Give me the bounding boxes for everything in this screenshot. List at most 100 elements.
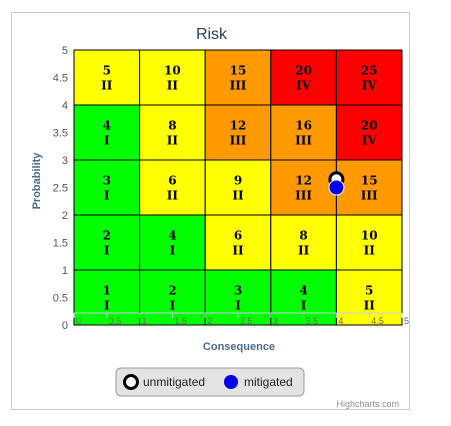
x-tick-label: 2.5 bbox=[240, 316, 253, 326]
risk-cell-score: 5 bbox=[365, 284, 373, 298]
risk-cell-level: I bbox=[104, 134, 110, 148]
y-tick-label: 4.5 bbox=[53, 73, 68, 85]
risk-cell-score: 3 bbox=[103, 174, 111, 188]
risk-cell-level: II bbox=[167, 134, 179, 148]
risk-cell-score: 12 bbox=[295, 174, 312, 188]
risk-cell-level: I bbox=[104, 244, 110, 258]
risk-cell-fill bbox=[270, 159, 337, 216]
risk-cell-fill bbox=[270, 214, 337, 271]
risk-cell-score: 6 bbox=[168, 174, 176, 188]
risk-cell-level: III bbox=[295, 134, 312, 148]
risk-cell-level: I bbox=[104, 299, 110, 313]
legend-item-mitigated[interactable]: mitigated bbox=[224, 375, 293, 389]
risk-cell-score: 10 bbox=[164, 64, 181, 78]
risk-cell-level: IV bbox=[362, 79, 378, 93]
x-tick-label: 1.5 bbox=[174, 316, 187, 326]
y-tick-label: 0.5 bbox=[53, 293, 68, 305]
risk-cell-score: 2 bbox=[168, 284, 176, 298]
y-tick-label: 4 bbox=[62, 100, 68, 112]
risk-cell-level: II bbox=[167, 79, 179, 93]
risk-cell-fill bbox=[270, 104, 337, 161]
risk-cell-score: 5 bbox=[103, 64, 111, 78]
chart-title: Risk bbox=[196, 26, 228, 43]
risk-cell-level: I bbox=[235, 299, 241, 313]
y-tick-label: 1.5 bbox=[53, 238, 68, 250]
risk-cell-score: 16 bbox=[295, 119, 312, 133]
mitigated-point[interactable] bbox=[328, 179, 345, 196]
risk-cell-fill bbox=[270, 49, 337, 106]
x-axis-title: Consequence bbox=[203, 341, 275, 353]
risk-cell-score: 12 bbox=[230, 119, 247, 133]
risk-cell-level: II bbox=[232, 244, 244, 258]
y-tick-label: 3.5 bbox=[53, 128, 68, 140]
risk-cell-score: 4 bbox=[103, 119, 111, 133]
risk-cell-score: 10 bbox=[361, 229, 378, 243]
risk-cell-level: III bbox=[230, 79, 247, 93]
risk-cell: 6II bbox=[204, 214, 272, 271]
legend[interactable]: unmitigated mitigated bbox=[115, 367, 305, 397]
risk-cell: 5II bbox=[73, 49, 141, 106]
risk-cell-score: 3 bbox=[234, 284, 242, 298]
risk-cell-fill bbox=[73, 159, 141, 216]
risk-cell-score: 15 bbox=[361, 174, 378, 188]
legend-mitigated-label: mitigated bbox=[244, 375, 293, 389]
x-tick-label: 2 bbox=[207, 316, 212, 326]
x-tick-label: 3 bbox=[273, 316, 278, 326]
x-tick-label: 1 bbox=[142, 316, 147, 326]
risk-cell-level: IV bbox=[296, 79, 312, 93]
x-tick-label: 0 bbox=[76, 316, 81, 326]
risk-cell-fill bbox=[73, 104, 141, 161]
legend-mitigated-symbol bbox=[224, 375, 238, 389]
risk-cell-fill bbox=[204, 159, 272, 216]
risk-cell-level: III bbox=[295, 189, 312, 203]
y-tick-label: 2.5 bbox=[53, 183, 68, 195]
chart-container: Risk 5 II 10 II 15 III 20 IV 25 IV 4 I 8 II 12 III 16 III… bbox=[11, 12, 410, 410]
risk-cell-level: II bbox=[298, 244, 310, 258]
risk-cell-score: 20 bbox=[295, 64, 312, 78]
risk-cell-fill bbox=[335, 214, 403, 271]
risk-cell-level: I bbox=[301, 299, 307, 313]
risk-cell-score: 25 bbox=[361, 64, 378, 78]
risk-cell-level: II bbox=[101, 79, 113, 93]
y-tick-label: 3 bbox=[62, 155, 68, 167]
risk-cell: 2I bbox=[73, 214, 141, 271]
risk-cell-fill bbox=[204, 104, 272, 161]
risk-cell-score: 4 bbox=[299, 284, 307, 298]
risk-cell-fill bbox=[335, 49, 403, 106]
risk-cell-level: III bbox=[361, 189, 378, 203]
risk-cell-score: 6 bbox=[234, 229, 242, 243]
x-tick-label: 0.5 bbox=[109, 316, 122, 326]
risk-cell-fill bbox=[139, 159, 206, 216]
risk-cell-level: II bbox=[232, 189, 244, 203]
legend-unmitigated-symbol bbox=[123, 374, 139, 390]
risk-cell-level: I bbox=[170, 244, 176, 258]
legend-item-unmitigated[interactable]: unmitigated bbox=[123, 374, 206, 390]
risk-cell-fill bbox=[335, 159, 403, 216]
risk-cell-score: 8 bbox=[168, 119, 176, 133]
risk-cell-fill bbox=[335, 104, 403, 161]
credits-link[interactable]: Highcharts.com bbox=[336, 399, 399, 409]
y-tick-label: 0 bbox=[62, 320, 68, 332]
x-tick-label: 4 bbox=[338, 316, 343, 326]
x-tick-label: 3.5 bbox=[306, 316, 319, 326]
risk-cell-score: 20 bbox=[361, 119, 378, 133]
y-tick-label: 2 bbox=[62, 210, 68, 222]
series-points bbox=[328, 171, 345, 196]
risk-cell-score: 4 bbox=[168, 229, 176, 243]
risk-cell-fill bbox=[139, 49, 206, 106]
risk-cell-fill bbox=[204, 214, 272, 271]
risk-cell: 4I bbox=[73, 104, 141, 161]
risk-chart: Risk 5II10II15III20IV25IV4I8II12III16III… bbox=[31, 26, 409, 409]
risk-cell: 6II bbox=[139, 159, 206, 216]
risk-cell: 3I bbox=[73, 159, 141, 216]
x-tick-label: 5 bbox=[404, 316, 409, 326]
risk-cell: 8II bbox=[139, 104, 206, 161]
x-tick-label: 4.5 bbox=[371, 316, 384, 326]
risk-matrix: 5II10II15III20IV25IV4I8II12III16III20IV3… bbox=[73, 49, 403, 326]
risk-cell-score: 2 bbox=[103, 229, 111, 243]
